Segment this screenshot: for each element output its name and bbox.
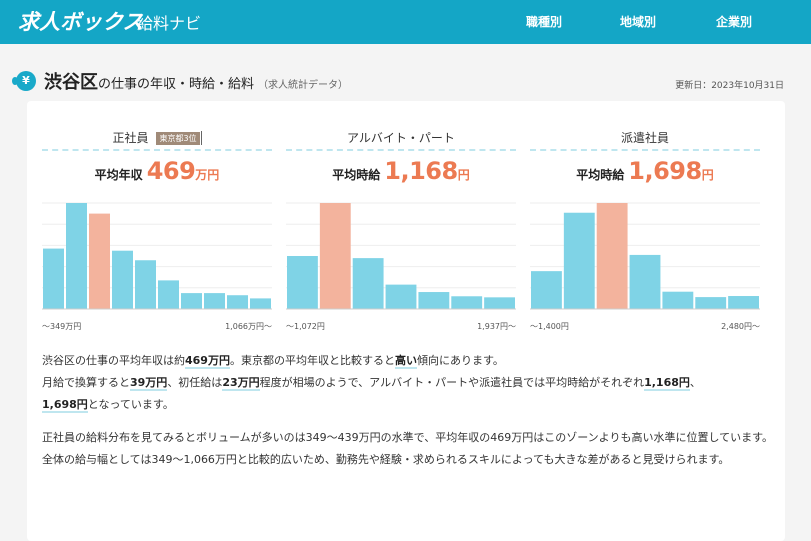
salary-card: 正社員 東京都3位 平均年収 469万円 〜349万円 1,066万円〜 アルバイト… xyxy=(27,101,785,541)
chart-bar xyxy=(451,296,483,309)
chart-bar xyxy=(181,293,202,309)
page-title-sub: （求人統計データ） xyxy=(258,80,349,91)
avg-unit: 万円 xyxy=(195,168,220,182)
range-min: 〜1,072円 xyxy=(286,322,325,331)
avg-value: 1,168 xyxy=(384,157,458,185)
chart-bar xyxy=(43,248,64,309)
column-label: 派遣社員 xyxy=(620,131,669,145)
updated-date: 更新日：2023年10月31日 xyxy=(675,81,784,91)
column-parttime: アルバイト・パート 平均時給 1,168円 〜1,072円 1,937円〜 xyxy=(286,129,516,331)
average-row: 平均時給 1,168円 xyxy=(286,157,516,187)
avg-value: 1,698 xyxy=(628,157,702,185)
chart-bar xyxy=(158,280,179,309)
header-bar: 求人ボックス 給料ナビ 職種別 地域別 企業別 xyxy=(0,0,811,44)
highlight-dispatch: 1,698円 xyxy=(42,398,88,413)
chart-bar xyxy=(135,260,156,309)
range-min: 〜1,400円 xyxy=(530,322,569,331)
chart-bar xyxy=(418,292,450,309)
highlight-annual: 469万円 xyxy=(185,354,230,369)
chart-bar xyxy=(728,296,759,309)
avg-label: 平均年収 xyxy=(94,168,143,182)
nav-occupation[interactable]: 職種別 xyxy=(526,15,563,29)
chart-bar xyxy=(662,291,694,309)
avg-label: 平均時給 xyxy=(576,168,625,182)
range-max: 2,480円〜 xyxy=(721,322,760,331)
highlight-monthly: 39万円 xyxy=(130,376,168,391)
average-row: 平均年収 469万円 xyxy=(42,157,272,187)
column-dispatch: 派遣社員 平均時給 1,698円 〜1,400円 2,480円〜 xyxy=(530,129,760,331)
distribution-chart xyxy=(286,202,516,310)
chart-bar xyxy=(531,271,562,309)
logo[interactable]: 求人ボックス xyxy=(18,10,144,34)
distribution-chart xyxy=(42,202,272,310)
highlight-trend: 高い xyxy=(394,354,417,369)
logo-subtitle[interactable]: 給料ナビ xyxy=(137,14,202,33)
avg-unit: 円 xyxy=(701,168,714,182)
chart-bar xyxy=(319,203,351,309)
column-label: アルバイト・パート xyxy=(347,131,455,145)
chart-bar xyxy=(484,297,515,309)
column-label: 正社員 xyxy=(112,131,149,145)
range-max: 1,066万円〜 xyxy=(225,322,272,331)
distribution-paragraph: 正社員の給料分布を見てみるとボリュームが多いのは349〜439万円の水準で、平均… xyxy=(42,431,774,466)
highlight-starting: 23万円 xyxy=(222,376,260,391)
page-title: 渋谷区の仕事の年収・時給・給料 （求人統計データ） xyxy=(44,68,348,94)
summary-paragraph: 渋谷区の仕事の平均年収は約469万円。東京都の平均年収と比較すると高い傾向にあり… xyxy=(42,354,701,413)
avg-value: 469 xyxy=(146,157,196,185)
divider xyxy=(42,149,272,151)
column-regular: 正社員 東京都3位 平均年収 469万円 〜349万円 1,066万円〜 xyxy=(42,129,272,331)
average-row: 平均時給 1,698円 xyxy=(530,157,760,187)
chart-bar xyxy=(352,258,384,309)
avg-unit: 円 xyxy=(457,168,470,182)
highlight-parttime: 1,168円 xyxy=(644,376,690,391)
yen-icon: ¥ xyxy=(12,71,36,91)
chart-bar xyxy=(204,293,225,309)
chart-bar xyxy=(563,212,595,309)
rank-badge: 東京都3位 xyxy=(156,132,200,145)
chart-bar xyxy=(596,203,628,309)
chart-bar xyxy=(695,297,727,309)
chart-bar xyxy=(112,250,133,309)
chart-bar xyxy=(89,213,110,309)
cursor-mark xyxy=(200,131,202,145)
page-title-area: 渋谷区 xyxy=(44,72,98,93)
chart-bar xyxy=(66,203,87,309)
chart-bar xyxy=(250,298,271,309)
chart-bar xyxy=(287,256,318,309)
range-min: 〜349万円 xyxy=(42,322,82,331)
chart-bar xyxy=(227,295,248,309)
nav-region[interactable]: 地域別 xyxy=(620,15,657,29)
avg-label: 平均時給 xyxy=(332,168,381,182)
distribution-chart xyxy=(530,202,760,310)
range-max: 1,937円〜 xyxy=(477,322,516,331)
chart-bar xyxy=(629,254,661,309)
chart-bar xyxy=(385,284,417,309)
divider xyxy=(530,149,760,151)
nav-company[interactable]: 企業別 xyxy=(716,15,753,29)
divider xyxy=(286,149,516,151)
page-title-rest: の仕事の年収・時給・給料 xyxy=(98,77,255,92)
